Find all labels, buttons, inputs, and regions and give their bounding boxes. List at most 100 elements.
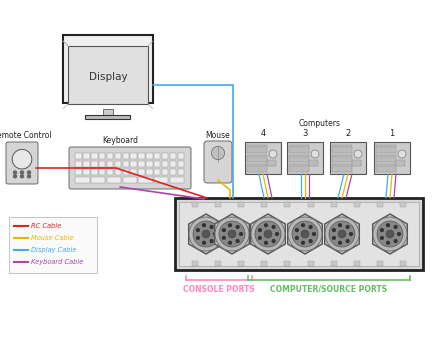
Bar <box>266 160 275 166</box>
Polygon shape <box>372 214 406 254</box>
Circle shape <box>338 224 341 227</box>
Bar <box>107 176 121 183</box>
Circle shape <box>386 241 388 244</box>
FancyBboxPatch shape <box>244 142 280 174</box>
Circle shape <box>397 233 399 236</box>
Circle shape <box>214 217 248 251</box>
Bar <box>122 176 137 183</box>
Circle shape <box>295 229 298 231</box>
Circle shape <box>300 230 308 238</box>
Bar <box>85 116 130 119</box>
Bar <box>375 155 395 162</box>
Circle shape <box>239 233 242 236</box>
Circle shape <box>301 224 304 227</box>
Text: Computers: Computers <box>298 119 340 128</box>
Bar <box>247 145 266 153</box>
Bar <box>99 161 105 167</box>
Text: Display Cable: Display Cable <box>31 247 76 253</box>
Circle shape <box>385 230 393 238</box>
FancyBboxPatch shape <box>329 142 365 174</box>
Bar <box>307 261 313 266</box>
Bar <box>138 176 152 183</box>
Circle shape <box>272 240 274 243</box>
Bar <box>215 202 220 207</box>
FancyBboxPatch shape <box>63 35 153 103</box>
Text: Mouse Cable: Mouse Cable <box>31 235 73 241</box>
Bar <box>107 153 113 159</box>
Circle shape <box>218 221 244 247</box>
Bar <box>102 109 113 116</box>
Circle shape <box>324 217 358 251</box>
Bar <box>161 168 168 175</box>
Bar <box>161 153 168 159</box>
Bar <box>76 176 89 183</box>
Circle shape <box>291 221 317 247</box>
Bar <box>146 153 152 159</box>
Text: CONSOLE PORTS: CONSOLE PORTS <box>183 285 254 294</box>
Bar <box>375 145 395 153</box>
Circle shape <box>275 233 278 236</box>
Bar <box>331 164 351 172</box>
Bar <box>331 145 351 153</box>
Circle shape <box>202 224 205 227</box>
Bar <box>247 164 266 172</box>
Bar <box>91 176 105 183</box>
Bar <box>215 261 220 266</box>
Text: 1: 1 <box>388 129 394 138</box>
Bar <box>331 155 351 162</box>
Circle shape <box>386 224 388 227</box>
Bar <box>307 202 313 207</box>
Text: Mouse: Mouse <box>205 131 230 140</box>
Bar <box>138 161 145 167</box>
Circle shape <box>227 230 236 238</box>
Circle shape <box>213 233 216 236</box>
Text: Display: Display <box>89 72 127 82</box>
Circle shape <box>332 237 335 239</box>
Bar <box>330 261 336 266</box>
Bar <box>308 160 317 166</box>
Text: 2: 2 <box>345 129 350 138</box>
Bar <box>284 202 290 207</box>
Bar <box>247 155 266 162</box>
Bar <box>191 261 197 266</box>
Circle shape <box>264 224 267 227</box>
Bar <box>83 153 89 159</box>
Bar <box>353 202 359 207</box>
Circle shape <box>372 217 406 251</box>
Bar <box>115 153 121 159</box>
Bar <box>83 161 89 167</box>
Circle shape <box>20 175 23 178</box>
Bar <box>288 164 308 172</box>
Circle shape <box>353 150 361 158</box>
Bar <box>238 202 243 207</box>
Circle shape <box>27 175 30 178</box>
Bar <box>115 161 121 167</box>
Circle shape <box>210 225 213 228</box>
Circle shape <box>228 224 231 227</box>
Bar <box>376 261 382 266</box>
Polygon shape <box>287 214 322 254</box>
Polygon shape <box>188 214 223 254</box>
Circle shape <box>13 171 16 174</box>
Text: Remote Control: Remote Control <box>0 131 52 140</box>
Circle shape <box>393 225 396 228</box>
Circle shape <box>309 240 311 243</box>
Bar <box>138 168 145 175</box>
Circle shape <box>264 241 267 244</box>
Circle shape <box>376 221 402 247</box>
Circle shape <box>20 171 23 174</box>
Circle shape <box>236 240 238 243</box>
Bar <box>169 161 176 167</box>
Bar <box>146 161 152 167</box>
Bar <box>122 168 129 175</box>
Bar <box>351 160 360 166</box>
Bar <box>107 161 113 167</box>
Bar <box>122 161 129 167</box>
Bar <box>169 153 176 159</box>
Bar <box>138 153 145 159</box>
Bar <box>91 161 97 167</box>
Bar <box>288 155 308 162</box>
Bar <box>177 168 184 175</box>
Circle shape <box>272 225 274 228</box>
Bar <box>83 168 89 175</box>
